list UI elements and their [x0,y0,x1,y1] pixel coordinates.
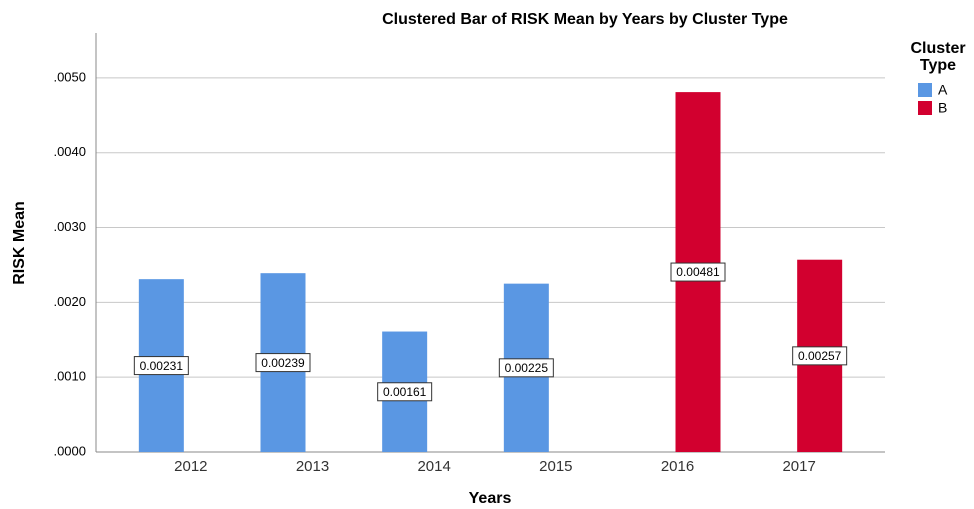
y-tick-label: .0020 [53,294,86,309]
data-label: 0.00231 [140,359,184,373]
data-label-box [792,346,848,366]
data-label: 0.00481 [676,265,720,279]
x-tick-label: 2013 [296,458,329,475]
y-tick-label: .0030 [53,219,86,234]
x-axis-label: Years [469,490,512,507]
data-label-box [498,358,554,378]
legend-swatch [918,83,932,97]
data-label-box [377,382,433,402]
y-tick-label: .0010 [53,369,86,384]
data-label: 0.00161 [383,385,427,399]
legend-label: B [938,100,947,116]
chart-title: Clustered Bar of RISK Mean by Years by C… [382,11,788,28]
y-tick-label: .0040 [53,144,86,159]
legend-title: Cluster Type [910,40,966,74]
data-label: 0.00257 [798,349,842,363]
x-tick-label: 2016 [661,458,694,475]
y-tick-label: .0050 [53,69,86,84]
data-label-box [670,262,726,282]
x-tick-label: 2015 [539,458,572,475]
data-label-box [255,353,311,373]
x-tick-label: 2017 [782,458,815,475]
data-label: 0.00225 [505,361,549,375]
data-label-box [133,356,189,376]
y-axis-label: RISK Mean [11,201,28,285]
legend-swatch [918,101,932,115]
legend-label: A [938,82,948,98]
x-tick-label: 2014 [417,458,450,475]
y-tick-label: .0000 [53,443,86,458]
data-label: 0.00239 [261,356,305,370]
x-tick-label: 2012 [174,458,207,475]
